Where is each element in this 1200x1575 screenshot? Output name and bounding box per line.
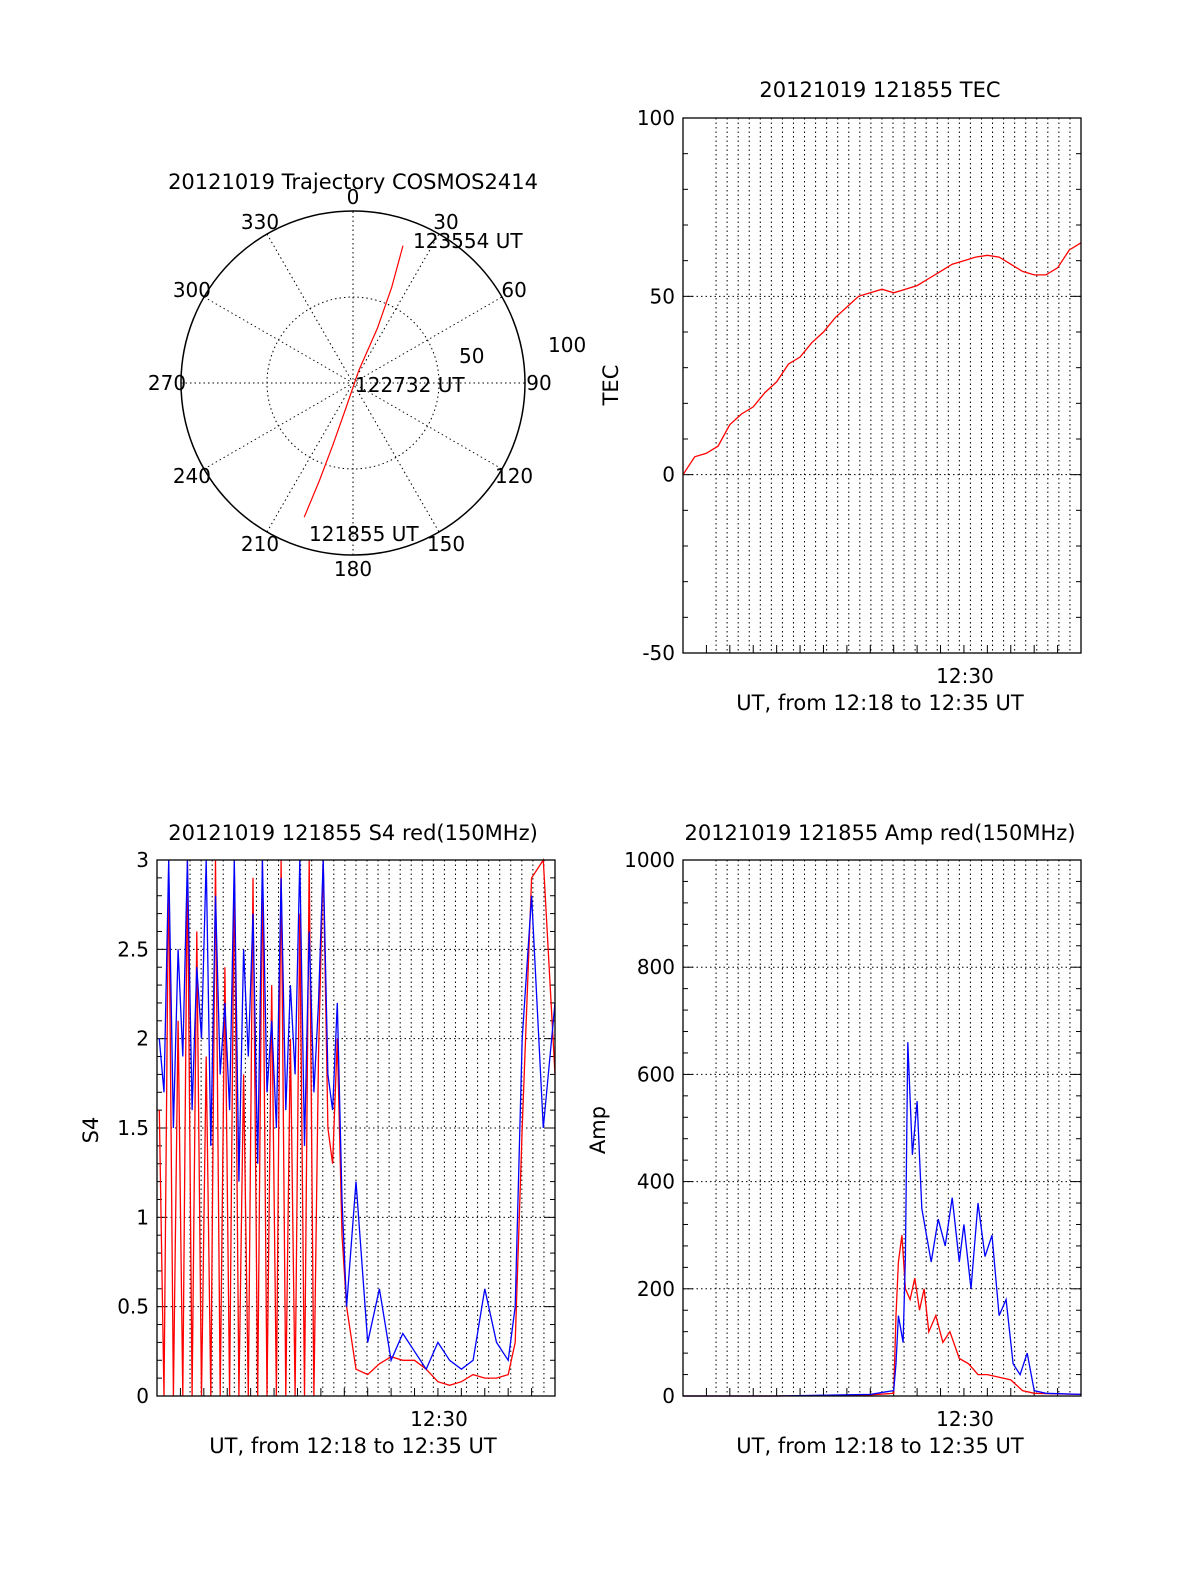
polar-radius-label-100: 100 xyxy=(548,333,586,357)
tec-series-line-0 xyxy=(682,242,1082,476)
tec-y-ticks: -50 0 50 100 xyxy=(637,106,675,665)
polar-angle-label: 240 xyxy=(173,464,211,488)
amp-title: 20121019 121855 Amp red(150MHz) xyxy=(684,821,1075,845)
s4-y-ticks: 0 0.5 1 1.5 2 2.5 3 xyxy=(117,848,149,1408)
polar-angle-label: 270 xyxy=(148,371,186,395)
tec-panel: 20121019 121855 TEC -50 0 50 100 12:30 UT, … xyxy=(599,78,1082,715)
amp-y-axis-label: Amp xyxy=(586,1106,610,1154)
amp-y-tick-label: 600 xyxy=(637,1062,675,1086)
s4-y-tick-label: 2.5 xyxy=(117,937,149,961)
tec-y-tick-label: 100 xyxy=(637,106,675,130)
tec-grid xyxy=(683,118,1081,653)
s4-y-tick-label: 1 xyxy=(136,1205,149,1229)
polar-spokes xyxy=(181,211,525,555)
s4-x-tick-label: 12:30 xyxy=(410,1407,468,1431)
polar-annotation-end: 123554 UT xyxy=(413,229,523,253)
polar-angle-label: 120 xyxy=(495,464,533,488)
amp-series xyxy=(683,1042,1082,1397)
polar-annotation-start: 121855 UT xyxy=(309,522,419,546)
amp-y-tick-label: 1000 xyxy=(624,848,675,872)
amp-y-tick-label: 0 xyxy=(662,1384,675,1408)
polar-angle-label: 180 xyxy=(334,557,372,581)
polar-angle-label: 330 xyxy=(241,210,279,234)
tec-y-axis-label: TEC xyxy=(599,365,623,407)
polar-radius-label-50: 50 xyxy=(459,344,484,368)
s4-y-tick-label: 0.5 xyxy=(117,1295,149,1319)
amp-minor-ticks xyxy=(682,859,1082,1397)
polar-title: 20121019 Trajectory COSMOS2414 xyxy=(168,170,538,194)
tec-x-tick-label: 12:30 xyxy=(936,664,994,688)
s4-series-line-1 xyxy=(158,859,556,1371)
polar-angle-label: 150 xyxy=(427,532,465,556)
amp-y-tick-label: 200 xyxy=(637,1277,675,1301)
tec-series xyxy=(682,242,1082,476)
amp-plot-frame xyxy=(682,859,1082,1397)
s4-y-tick-label: 2 xyxy=(136,1027,149,1051)
s4-x-axis-label: UT, from 12:18 to 12:35 UT xyxy=(209,1434,497,1458)
polar-angle-label: 0 xyxy=(347,185,360,209)
s4-series-line-0 xyxy=(158,857,556,1397)
s4-y-tick-label: 1.5 xyxy=(117,1116,149,1140)
s4-panel: 20121019 121855 S4 red(150MHz) 0 0.5 1 1.5 2… xyxy=(79,821,556,1458)
amp-x-axis-label: UT, from 12:18 to 12:35 UT xyxy=(736,1434,1024,1458)
polar-spoke xyxy=(266,233,440,533)
s4-plot-frame xyxy=(156,859,556,1397)
tec-title: 20121019 121855 TEC xyxy=(759,78,1000,102)
polar-angle-label: 30 xyxy=(433,210,458,234)
tec-y-tick-label: 0 xyxy=(662,463,675,487)
s4-y-tick-label: 3 xyxy=(136,848,149,872)
polar-angle-label: 90 xyxy=(526,371,551,395)
s4-series xyxy=(158,857,556,1397)
s4-grid xyxy=(157,860,555,1396)
amp-series-line-1 xyxy=(683,1042,1082,1397)
polar-panel: 20121019 Trajectory COSMOS2414 0 30 60 90 12… xyxy=(148,170,586,581)
polar-angle-label: 210 xyxy=(241,532,279,556)
polar-annotation-mid: 122732 UT xyxy=(355,373,465,397)
amp-panel: 20121019 121855 Amp red(150MHz) 0 200 400 6… xyxy=(586,821,1082,1458)
amp-y-ticks: 0 200 400 600 800 1000 xyxy=(624,848,675,1408)
amp-x-tick-label: 12:30 xyxy=(936,1407,994,1431)
polar-angle-label: 300 xyxy=(173,278,211,302)
tec-y-tick-label: 50 xyxy=(650,284,675,308)
tec-x-axis-label: UT, from 12:18 to 12:35 UT xyxy=(736,691,1024,715)
amp-series-line-0 xyxy=(683,1235,1082,1397)
s4-y-tick-label: 0 xyxy=(136,1384,149,1408)
amp-grid xyxy=(683,860,1081,1396)
polar-angle-label: 60 xyxy=(501,278,526,302)
amp-y-tick-label: 400 xyxy=(637,1170,675,1194)
s4-y-axis-label: S4 xyxy=(79,1117,103,1144)
s4-title: 20121019 121855 S4 red(150MHz) xyxy=(168,821,538,845)
polar-angle-labels: 0 30 60 90 120 150 180 210 240 270 300 330 xyxy=(148,185,552,581)
tec-plot-frame xyxy=(682,117,1082,654)
polar-trajectory-line xyxy=(303,245,404,518)
amp-y-tick-label: 800 xyxy=(637,955,675,979)
tec-y-tick-label: -50 xyxy=(642,641,675,665)
